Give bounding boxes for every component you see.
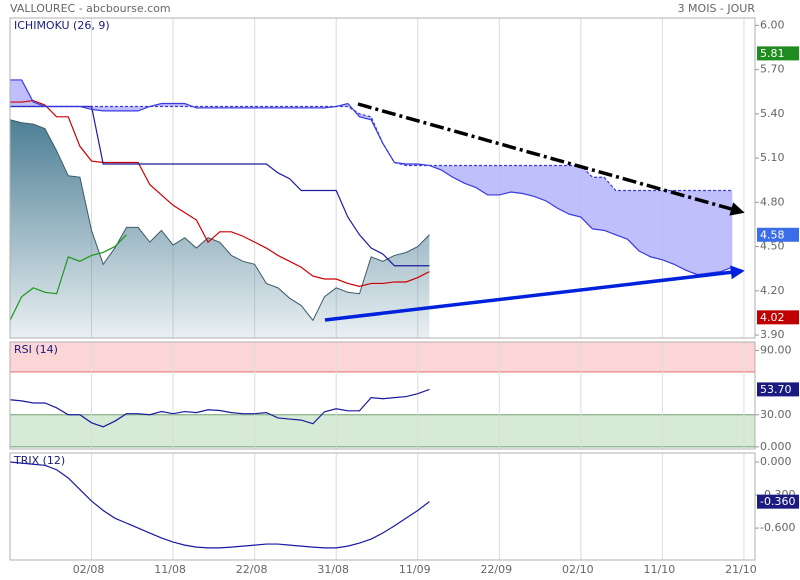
- value-badge: [757, 382, 799, 397]
- price-line: [10, 119, 430, 322]
- panel-frame: [9, 452, 756, 561]
- y-tick-label: 4.50: [760, 240, 785, 253]
- x-tick-label: 22/08: [236, 563, 268, 576]
- y-tick-label: 5.10: [760, 151, 785, 164]
- series-line: [10, 105, 733, 192]
- y-tick-label: 0.000: [760, 455, 792, 468]
- panel-title: ICHIMOKU (26, 9): [14, 19, 110, 32]
- band: [10, 342, 755, 373]
- value-badge: [757, 310, 799, 325]
- trend-arrow-up: [324, 265, 745, 322]
- y-tick-label: 5.40: [760, 107, 785, 120]
- value-badge-label: -0.360: [760, 495, 795, 508]
- value-badge-label: 53.70: [760, 383, 792, 396]
- panel-title: RSI (14): [14, 343, 58, 356]
- x-tick-label: 22/09: [480, 563, 512, 576]
- y-tick-label: 0.000: [760, 440, 792, 453]
- value-badge: [757, 46, 799, 61]
- panel-frame: [9, 17, 756, 339]
- panel-frame: [9, 341, 756, 450]
- series-line: [10, 234, 127, 321]
- x-tick-label: 11/10: [644, 563, 676, 576]
- y-tick-label: 6.00: [760, 18, 785, 31]
- value-badge: [757, 494, 799, 509]
- header-title: VALLOUREC - abcbourse.com: [10, 2, 171, 15]
- panels: 6.00 5.70 5.40 5.10 4.80 4.50 4.20 3.90 ICHIMOKU…: [9, 17, 799, 576]
- panel: [9, 452, 756, 561]
- y-tick-label: 4.20: [760, 284, 785, 297]
- x-tick-label: 31/08: [317, 563, 349, 576]
- series-line: [10, 461, 430, 549]
- series-line: [10, 99, 430, 288]
- value-badge: [757, 227, 799, 242]
- price-area: [10, 119, 430, 338]
- y-tick-label: 4.80: [760, 195, 785, 208]
- value-badge-label: 5.81: [760, 47, 785, 60]
- x-tick-label: 02/08: [73, 563, 105, 576]
- band: [10, 414, 755, 448]
- x-tick-label: 11/09: [399, 563, 431, 576]
- x-tick-label: 11/08: [154, 563, 186, 576]
- y-tick-label: 5.70: [760, 63, 785, 76]
- value-badge-label: 4.02: [760, 311, 785, 324]
- y-tick-label: 90.00: [760, 344, 792, 357]
- y-tick-label: -0.600: [760, 521, 795, 534]
- series-line: [10, 388, 430, 428]
- x-tick-label: 02/10: [562, 563, 594, 576]
- series-line: [10, 79, 733, 276]
- panel-title: TRIX (12): [13, 454, 65, 467]
- value-badge-label: 4.58: [760, 228, 785, 241]
- trend-arrow-down: [357, 102, 745, 216]
- cloud: [10, 79, 733, 275]
- x-tick-label: 21/10: [725, 563, 757, 576]
- header-period: 3 MOIS - JOUR: [678, 2, 756, 15]
- y-tick-label: 3.90: [760, 328, 785, 341]
- y-tick-label: 30.00: [760, 408, 792, 421]
